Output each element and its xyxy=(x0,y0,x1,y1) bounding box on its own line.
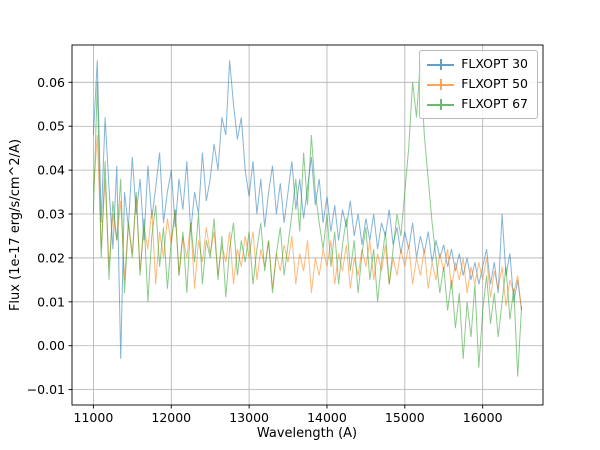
legend-label: FLXOPT 30 xyxy=(461,56,528,72)
x-axis-label: Wavelength (A) xyxy=(257,426,357,441)
y-tick-label: 0.03 xyxy=(37,207,65,222)
x-tick-label: 13000 xyxy=(229,410,269,425)
series-line-flxopt-30 xyxy=(92,60,523,359)
y-tick-label: 0.05 xyxy=(37,119,65,134)
x-tick-label: 12000 xyxy=(151,410,191,425)
legend-entry: FLXOPT 50 xyxy=(427,76,528,93)
legend-entry: FLXOPT 30 xyxy=(427,56,528,73)
legend-entry: FLXOPT 67 xyxy=(427,96,528,113)
axes-border xyxy=(71,44,544,406)
legend-line-flxopt-50-icon xyxy=(427,78,455,91)
y-tick-label: 0.02 xyxy=(37,250,65,265)
y-tick-label: 0.06 xyxy=(37,75,65,90)
x-tick-label: 11000 xyxy=(74,410,114,425)
series-line-flxopt-50 xyxy=(92,134,523,311)
legend-line-flxopt-30-icon xyxy=(427,58,455,71)
x-tick-label: 14000 xyxy=(307,410,347,425)
y-tick-label: −0.01 xyxy=(27,382,65,397)
y-axis-label: Flux (1e-17 erg/s/cm^2/A) xyxy=(8,139,23,311)
series-line-flxopt-67 xyxy=(92,60,523,377)
y-tick-label: 0.01 xyxy=(37,294,65,309)
legend: FLXOPT 30 FLXOPT 50 FLXOPT 67 xyxy=(419,50,538,119)
x-tick-label: 15000 xyxy=(385,410,425,425)
y-tick-label: 0.04 xyxy=(37,163,65,178)
x-tick-label: 16000 xyxy=(463,410,503,425)
legend-label: FLXOPT 67 xyxy=(461,96,528,112)
y-tick-label: 0.00 xyxy=(37,338,65,353)
legend-label: FLXOPT 50 xyxy=(461,76,528,92)
legend-line-flxopt-67-icon xyxy=(427,98,455,111)
